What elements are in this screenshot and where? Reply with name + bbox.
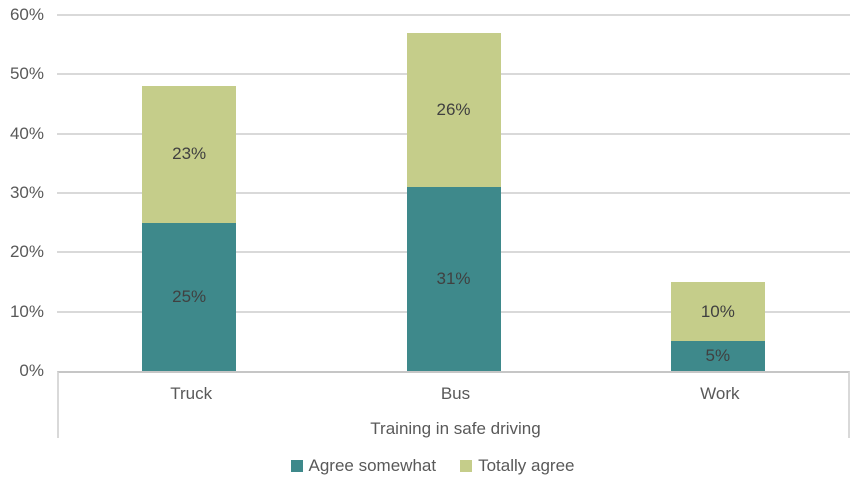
- bar-segment-truck-totally-agree: [142, 86, 237, 223]
- x-axis-area: Truck Bus Work Training in safe driving: [57, 371, 850, 438]
- legend-label: Agree somewhat: [308, 456, 437, 475]
- data-label: 25%: [172, 286, 207, 306]
- gridline: [57, 14, 850, 16]
- y-tick-label: 50%: [9, 64, 44, 84]
- legend-label: Totally agree: [478, 456, 575, 475]
- data-label: 26%: [436, 99, 471, 119]
- data-label: 5%: [705, 346, 731, 366]
- y-tick-label: 0%: [19, 361, 44, 380]
- y-tick-label: 60%: [9, 5, 44, 24]
- bar-segment-bus-totally-agree: [406, 32, 501, 188]
- y-tick-label: 30%: [9, 183, 44, 202]
- bar-segment-bus-agree-somewhat: [406, 187, 501, 371]
- y-tick-label: 20%: [9, 242, 44, 262]
- x-tick-label-truck: Truck: [170, 384, 213, 403]
- legend-item-totally-agree: Totally agree: [460, 456, 574, 476]
- legend-color-swatch-icon: [290, 460, 303, 472]
- bar-segment-work-agree-somewhat: [670, 341, 765, 371]
- legend: Agree somewhat Totally agree: [0, 454, 865, 478]
- data-label: 23%: [172, 144, 207, 164]
- x-tick-label-bus: Bus: [440, 384, 471, 403]
- bar-segment-work-totally-agree: [670, 282, 765, 342]
- data-label: 31%: [436, 269, 471, 289]
- legend-color-swatch-icon: [460, 460, 473, 472]
- y-tick-label: 10%: [9, 301, 44, 321]
- bar-segment-truck-agree-somewhat: [142, 222, 237, 371]
- data-label: 10%: [700, 301, 735, 321]
- x-tick-label-work: Work: [700, 384, 740, 403]
- y-tick-label: 40%: [9, 123, 44, 143]
- legend-item-agree-somewhat: Agree somewhat: [290, 456, 437, 476]
- x-axis-title: Training in safe driving: [370, 419, 541, 438]
